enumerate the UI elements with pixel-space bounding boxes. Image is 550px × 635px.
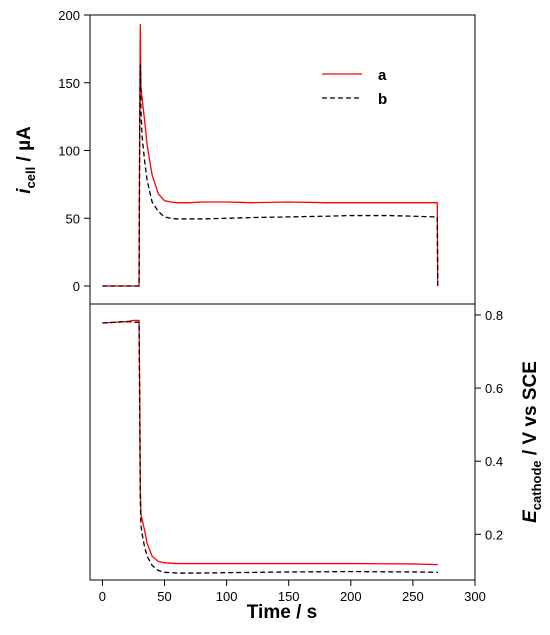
top-y-tick-label: 100 bbox=[58, 144, 80, 159]
bottom-y-axis-title-main: E bbox=[520, 509, 541, 523]
x-axis-title: Time / s bbox=[247, 602, 317, 623]
bottom-y-tick-label: 0.6 bbox=[485, 381, 503, 396]
top-y-tick-label: 0 bbox=[73, 279, 80, 294]
legend-label-b: b bbox=[378, 91, 387, 108]
x-tick-label: 200 bbox=[340, 589, 362, 604]
legend: a b bbox=[322, 67, 387, 108]
top-y-tick-label: 150 bbox=[58, 76, 80, 91]
potential-series-b-line bbox=[102, 320, 438, 574]
bottom-y-axis-title-sub: cathode bbox=[529, 460, 544, 510]
x-tick-label: 250 bbox=[402, 589, 424, 604]
bottom-y-tick-label: 0.8 bbox=[485, 308, 503, 323]
legend-label-a: a bbox=[378, 67, 387, 84]
potential-series-a-line bbox=[102, 319, 438, 566]
current-series-a-line bbox=[102, 23, 439, 287]
x-tick-label: 0 bbox=[99, 589, 106, 604]
top-y-tick-label: 200 bbox=[58, 8, 80, 23]
bottom-y-axis-title: Ecathode / V vs SCE bbox=[520, 361, 544, 523]
bottom-y-tick-label: 0.4 bbox=[485, 454, 503, 469]
x-tick-label: 300 bbox=[464, 589, 486, 604]
bottom-y-tick-label: 0.2 bbox=[485, 527, 503, 542]
top-y-axis-title-rest: / µA bbox=[14, 126, 35, 167]
x-tick-label: 100 bbox=[216, 589, 238, 604]
top-y-axis-title: icell / µA bbox=[14, 126, 38, 194]
top-y-tick-label: 50 bbox=[66, 211, 80, 226]
top-y-axis-title-main: i bbox=[14, 188, 35, 194]
top-y-axis-title-sub: cell bbox=[23, 167, 38, 189]
x-tick-label: 150 bbox=[278, 589, 300, 604]
current-series-b-line bbox=[102, 64, 439, 287]
x-tick-label: 50 bbox=[157, 589, 171, 604]
bottom-panel-frame bbox=[89, 303, 476, 581]
top-panel-frame bbox=[89, 14, 476, 305]
bottom-y-axis-title-rest: / V vs SCE bbox=[520, 361, 541, 460]
